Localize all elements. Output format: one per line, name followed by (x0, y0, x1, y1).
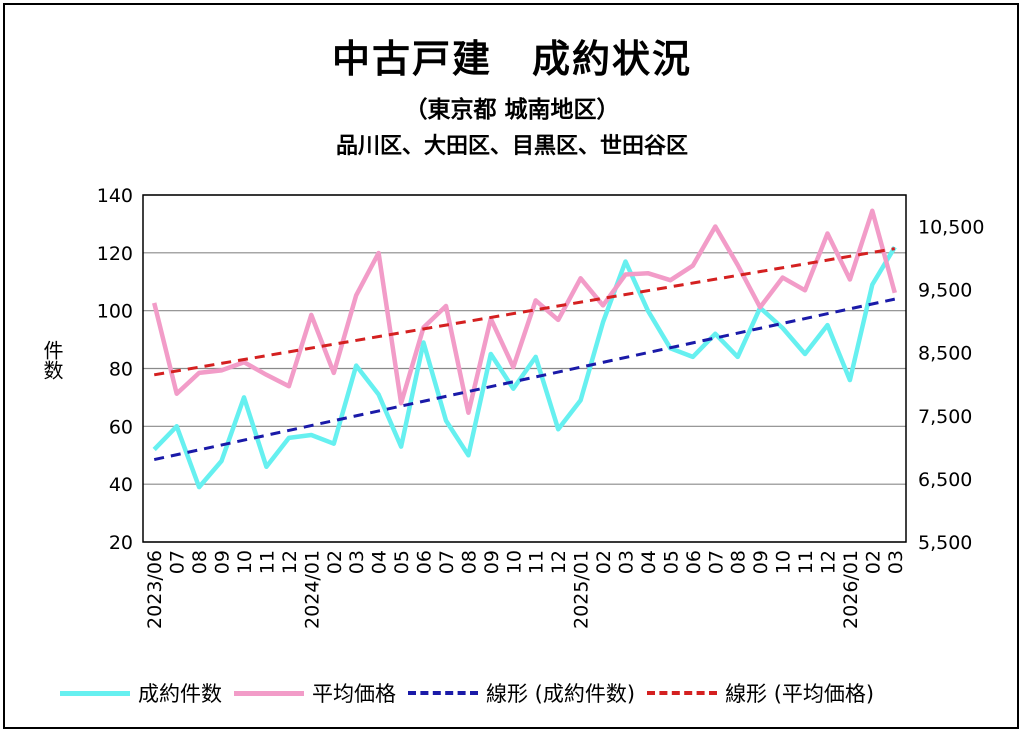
plot-area-border (142, 194, 907, 543)
x-tick-label: 02 (593, 550, 615, 574)
x-tick-label: 07 (436, 550, 458, 574)
legend-swatch (408, 691, 478, 695)
x-tick-label: 11 (256, 550, 278, 574)
x-tick-label: 02 (862, 550, 884, 574)
legend-label: 成約件数 (138, 682, 222, 706)
legend-item: 成約件数 (60, 678, 222, 708)
legend-swatch (60, 690, 130, 696)
x-axis-ticks: 2023/06 07 08 09 10 11 12 2024/01 02 03 04 05 06 07 08… (144, 550, 907, 629)
x-tick-label: 2024/01 (301, 550, 323, 629)
y-tick-label: 40 (109, 474, 133, 496)
chart-subtitle-areas: 品川区、大田区、目黒区、世田谷区 (335, 134, 688, 159)
legend-item: 線形 (平均価格) (647, 678, 874, 708)
trend-line (153, 247, 896, 377)
x-tick-label: 10 (234, 550, 256, 574)
y2-tick-label: 10,500 (918, 217, 984, 239)
x-tick-label: 03 (885, 550, 907, 574)
y-tick-label: 80 (109, 359, 133, 381)
y-tick-label: 100 (97, 301, 133, 323)
x-tick-label: 11 (526, 550, 548, 574)
x-tick-label: 04 (369, 550, 391, 574)
legend-swatch (234, 690, 304, 696)
series-line (152, 208, 897, 415)
y2-tick-label: 5,500 (918, 532, 972, 554)
chart-title: 中古戸建 成約状況 (331, 37, 692, 81)
x-tick-label: 06 (683, 550, 705, 574)
trend-line (153, 297, 896, 462)
x-tick-label: 06 (414, 550, 436, 574)
y2-tick-label: 8,500 (918, 343, 972, 365)
legend-label: 線形 (平均価格) (725, 682, 875, 706)
y-axis-left-ticks: 20 40 60 80 100 120 140 (97, 185, 133, 554)
x-tick-label: 09 (212, 550, 234, 574)
y-tick-label: 20 (109, 532, 133, 554)
y2-tick-label: 9,500 (918, 280, 972, 302)
x-tick-label: 12 (279, 550, 301, 574)
chart-subtitle: （東京都 城南地区） (404, 97, 620, 123)
legend: 成約件数 平均価格 線形 (成約件数) 線形 (平均価格) (60, 676, 990, 710)
x-tick-label: 03 (346, 550, 368, 574)
legend-label: 線形 (成約件数) (486, 682, 636, 706)
legend-label: 平均価格 (312, 682, 396, 706)
x-tick-label: 03 (615, 550, 637, 574)
x-tick-label: 08 (458, 550, 480, 574)
x-tick-label: 07 (167, 550, 189, 574)
y2-tick-label: 6,500 (918, 469, 972, 491)
x-tick-label: 10 (503, 550, 525, 574)
y2-tick-label: 7,500 (918, 406, 972, 428)
x-tick-label: 05 (660, 550, 682, 574)
x-tick-label: 07 (705, 550, 727, 574)
x-tick-label: 10 (773, 550, 795, 574)
y-axis-right-ticks: 5,500 6,500 7,500 8,500 9,500 10,500 (918, 217, 984, 554)
x-tick-label: 2023/06 (144, 550, 166, 629)
x-tick-label: 02 (324, 550, 346, 574)
x-tick-label: 04 (638, 550, 660, 574)
y-axis-label: 件数 (40, 340, 64, 380)
x-tick-label: 11 (795, 550, 817, 574)
x-tick-label: 08 (189, 550, 211, 574)
x-tick-label: 09 (750, 550, 772, 574)
x-tick-label: 09 (481, 550, 503, 574)
series-group (152, 208, 897, 490)
y-tick-label: 120 (97, 243, 133, 265)
y-tick-label: 60 (109, 416, 133, 438)
legend-swatch (647, 691, 718, 695)
legend-item: 線形 (成約件数) (408, 678, 635, 708)
y-tick-label: 140 (97, 185, 133, 207)
series-line (152, 245, 897, 490)
x-tick-label: 12 (817, 550, 839, 574)
x-tick-label: 2026/01 (840, 550, 862, 629)
x-tick-label: 2025/01 (571, 550, 593, 629)
x-tick-label: 12 (548, 550, 570, 574)
x-tick-label: 08 (728, 550, 750, 574)
legend-item: 平均価格 (234, 678, 396, 708)
x-tick-label: 05 (391, 550, 413, 574)
